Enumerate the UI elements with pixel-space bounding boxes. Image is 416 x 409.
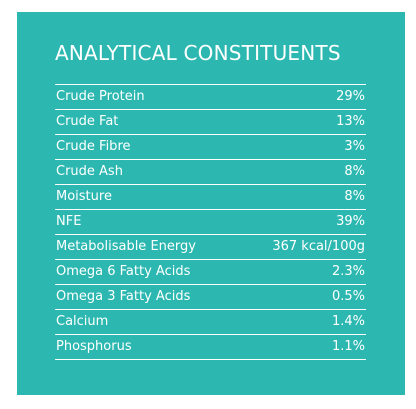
panel-title: ANALYTICAL CONSTITUENTS (55, 41, 341, 65)
row-value: 367 kcal/100g (272, 239, 365, 254)
row-label: Omega 3 Fatty Acids (56, 289, 191, 304)
row-value: 3% (344, 139, 365, 154)
table-row: Crude Fat 13% (55, 110, 366, 135)
row-label: Metabolisable Energy (56, 239, 196, 254)
row-label: Calcium (56, 314, 109, 329)
constituents-table: Crude Protein 29% Crude Fat 13% Crude Fi… (55, 84, 366, 360)
row-value: 2.3% (331, 264, 365, 279)
row-value: 8% (344, 164, 365, 179)
row-value: 0.5% (331, 289, 365, 304)
table-row: Moisture 8% (55, 185, 366, 210)
row-value: 13% (336, 114, 365, 129)
row-label: Crude Fat (56, 114, 119, 129)
table-row: Omega 6 Fatty Acids 2.3% (55, 260, 366, 285)
table-row: Omega 3 Fatty Acids 0.5% (55, 285, 366, 310)
row-label: NFE (56, 214, 82, 229)
row-label: Crude Fibre (56, 139, 131, 154)
row-label: Crude Protein (56, 89, 145, 104)
table-row: Crude Ash 8% (55, 160, 366, 185)
row-value: 1.4% (331, 314, 365, 329)
table-row: Crude Protein 29% (55, 85, 366, 110)
row-value: 1.1% (331, 339, 365, 354)
row-label: Crude Ash (56, 164, 123, 179)
row-value: 8% (344, 189, 365, 204)
row-value: 29% (336, 89, 365, 104)
row-label: Omega 6 Fatty Acids (56, 264, 191, 279)
table-row: Calcium 1.4% (55, 310, 366, 335)
table-row: Phosphorus 1.1% (55, 335, 366, 360)
row-value: 39% (336, 214, 365, 229)
table-row: NFE 39% (55, 210, 366, 235)
table-row: Metabolisable Energy 367 kcal/100g (55, 235, 366, 260)
row-label: Moisture (56, 189, 112, 204)
row-label: Phosphorus (56, 339, 132, 354)
analytical-constituents-panel: ANALYTICAL CONSTITUENTS Crude Protein 29… (17, 12, 405, 395)
table-row: Crude Fibre 3% (55, 135, 366, 160)
